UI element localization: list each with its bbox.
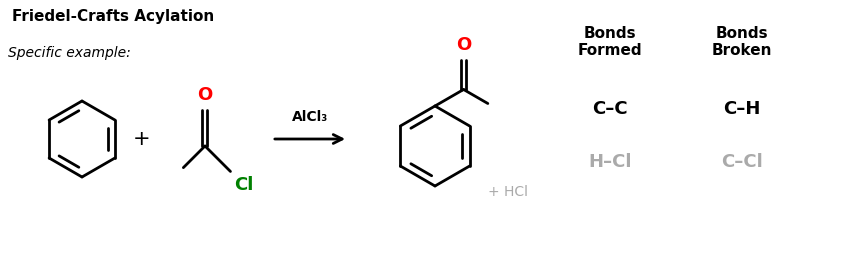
Text: C–H: C–H	[723, 100, 760, 118]
Text: C–C: C–C	[592, 100, 628, 118]
Text: + HCl: + HCl	[488, 185, 528, 199]
Text: AlCl₃: AlCl₃	[292, 110, 328, 124]
Text: Bonds
Broken: Bonds Broken	[712, 26, 772, 58]
Text: H–Cl: H–Cl	[588, 153, 632, 171]
Text: Specific example:: Specific example:	[8, 46, 130, 60]
Text: O: O	[456, 35, 471, 54]
Text: C–Cl: C–Cl	[721, 153, 763, 171]
Text: Friedel-Crafts Acylation: Friedel-Crafts Acylation	[12, 9, 214, 24]
Text: +: +	[133, 129, 151, 149]
Text: Cl: Cl	[234, 176, 254, 195]
Text: O: O	[197, 86, 213, 104]
Text: Bonds
Formed: Bonds Formed	[578, 26, 642, 58]
